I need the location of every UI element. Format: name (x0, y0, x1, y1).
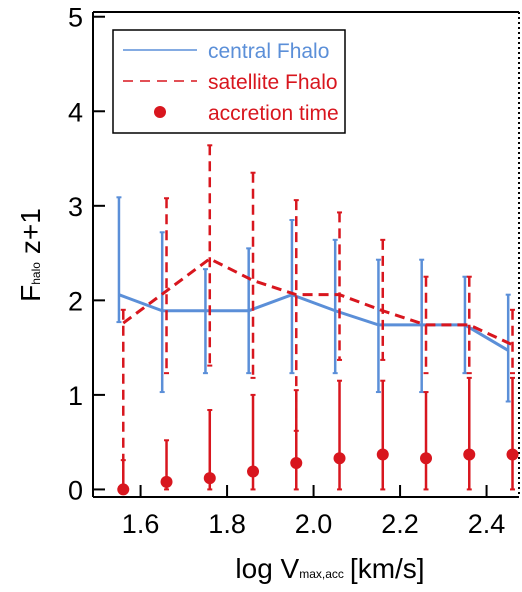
y-tick-label: 1 (68, 381, 83, 411)
x-tick-label: 2.2 (381, 509, 419, 539)
x-tick-label: 2.4 (468, 509, 506, 539)
legend-label: satellite Fhalo (208, 71, 338, 94)
series-line (122, 256, 514, 347)
x-label-rest: [km/s] (350, 553, 425, 584)
y-axis-label: Fhalo z+1 (15, 208, 46, 302)
x-axis-label: log Vmax,acc [km/s] (235, 553, 424, 584)
point (290, 456, 303, 469)
point (203, 472, 216, 485)
y-tick-label: 2 (68, 286, 83, 316)
x-tick-label: 1.8 (208, 509, 246, 539)
legend-marker (154, 106, 166, 118)
y-tick-label: 0 (68, 475, 83, 505)
series-line (118, 293, 509, 352)
x-tick-label: 1.6 (122, 509, 160, 539)
x-label-sub: max,acc (299, 567, 344, 581)
point (333, 452, 346, 465)
point (247, 465, 260, 478)
x-tick-label: 2.0 (295, 509, 333, 539)
legend-label: accretion time (208, 102, 339, 125)
point (117, 483, 130, 496)
point (160, 475, 173, 488)
y-label-sub: halo (29, 262, 43, 285)
point (376, 448, 389, 461)
point (463, 448, 476, 461)
legend-label: central Fhalo (208, 40, 329, 63)
y-tick-label: 4 (68, 97, 83, 127)
point (506, 448, 519, 461)
y-tick-label: 5 (68, 3, 83, 33)
point (420, 452, 433, 465)
legend-box (112, 29, 346, 134)
y-tick-label: 3 (68, 192, 83, 222)
y-label-main: F (15, 285, 46, 302)
y-label-rest: z+1 (15, 208, 46, 254)
x-label-main: log V (235, 553, 299, 584)
